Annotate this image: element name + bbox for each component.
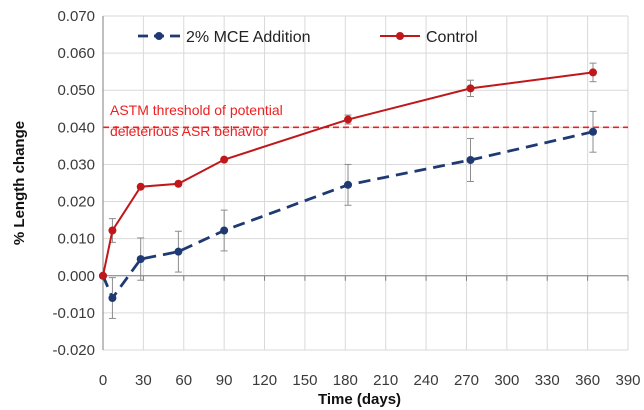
y-tick-label: 0.020 [57, 194, 95, 211]
data-point [466, 155, 475, 164]
x-tick-label: 180 [333, 372, 358, 389]
data-point [108, 294, 117, 303]
x-tick-label: 300 [494, 372, 519, 389]
series-0 [99, 110, 597, 319]
y-tick-label: 0.000 [57, 268, 95, 285]
y-tick-label: 0.040 [57, 119, 95, 136]
x-tick-label: 30 [135, 372, 152, 389]
threshold-group: ASTM threshold of potential deleterious … [103, 102, 628, 139]
threshold-label-line-2: deleterious ASR behavior [110, 123, 268, 139]
y-tick-label: -0.010 [52, 305, 95, 322]
y-tick-label: 0.060 [57, 45, 95, 62]
y-tick-label: 0.030 [57, 156, 95, 173]
series-line [101, 130, 594, 301]
data-point [344, 115, 352, 124]
tick-labels: -0.020 -0.010 0.000 0.010 0.020 0.030 0.040 0.0… [52, 8, 640, 389]
legend-label-control: Control [426, 29, 478, 46]
data-point [136, 182, 145, 191]
data-point [174, 179, 183, 188]
legend-label-mce: 2% MCE Addition [186, 29, 311, 46]
y-tick-label: 0.010 [57, 231, 95, 248]
x-tick-label: 330 [535, 372, 560, 389]
x-tick-label: 390 [615, 372, 640, 389]
data-point [220, 155, 229, 164]
data-point [589, 127, 597, 136]
x-axis-title: Time (days) [318, 391, 401, 408]
y-tick-label: 0.050 [57, 82, 95, 99]
data-point [589, 68, 597, 77]
legend-marker-control [396, 32, 404, 40]
data-point [344, 180, 352, 189]
y-tick-label: -0.020 [52, 342, 95, 359]
x-tick-label: 90 [216, 372, 233, 389]
legend-marker-mce [155, 32, 163, 40]
data-point [220, 226, 229, 235]
x-tick-label: 0 [99, 372, 107, 389]
x-tick-label: 150 [292, 372, 317, 389]
series-group [99, 62, 597, 319]
x-tick-label: 120 [252, 372, 277, 389]
legend: 2% MCE Addition Control [138, 29, 478, 46]
data-point [136, 255, 145, 264]
x-tick-label: 210 [373, 372, 398, 389]
data-point [466, 84, 475, 93]
threshold-label-line-1: ASTM threshold of potential [110, 102, 283, 118]
x-tick-label: 360 [575, 372, 600, 389]
y-tick-label: 0.070 [57, 8, 95, 25]
x-tick-label: 60 [175, 372, 192, 389]
series-1 [99, 62, 597, 280]
x-tick-label: 240 [414, 372, 439, 389]
y-axis-title: % Length change [11, 121, 28, 245]
x-tick-label: 270 [454, 372, 479, 389]
series-line [102, 71, 594, 276]
data-point [174, 247, 183, 256]
data-point [99, 271, 107, 280]
data-point [108, 226, 117, 235]
